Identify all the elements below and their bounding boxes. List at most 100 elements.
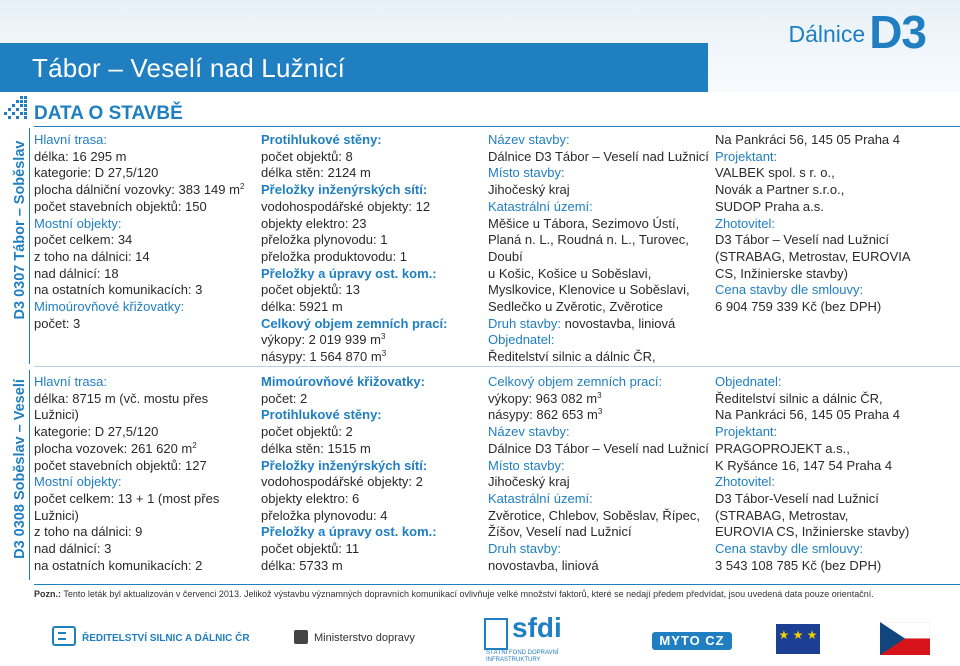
value-na-ostatnich: na ostatních komunikacích: 3 [34, 282, 203, 298]
heading-prelozky-is: Přeložky inženýrských sítí: [261, 182, 428, 198]
rsd-logo: ŘEDITELSTVÍ SILNIC A DÁLNIC ČR [52, 626, 250, 646]
heading-druh: Druh stavby: [488, 541, 561, 557]
heading-objednatel: Objednatel: [715, 374, 782, 389]
value-nazev: Dálnice D3 Tábor – Veselí nad Lužnicí [488, 440, 709, 456]
heading-projektant: Projektant: [715, 148, 778, 164]
page-title: Tábor – Veselí nad Lužnicí [32, 53, 346, 83]
value-katastr-2: Planá n. L., Roudná n. L., Turovec, [488, 232, 689, 248]
value-pocet-sto: počet stavebních objektů: 127 [34, 457, 207, 473]
value-katastr-6: Sedlečko u Zvěrotic, Zvěrotice [488, 299, 663, 315]
value-addr: Na Pankráci 56, 145 05 Praha 4 [715, 132, 901, 147]
value-misto: Jihočeský kraj [488, 474, 570, 490]
row1-col3: Název stavby: Dálnice D3 Tábor – Veselí … [488, 132, 709, 366]
value-druh: novostavba, liniová [488, 557, 599, 573]
heading-zhotovitel: Zhotovitel: [715, 474, 775, 490]
heading-hlavni-trasa: Hlavní trasa: [34, 132, 107, 147]
heading-mostni: Mostní objekty: [34, 215, 122, 231]
value-produktovodu: přeložka produktovodu: 1 [261, 248, 407, 264]
heading-mimo: Mimoúrovňové křižovatky: [34, 299, 185, 315]
value-vykopy: výkopy: 2 019 939 m3 [261, 332, 386, 348]
eu-flag-icon: ★ ★ ★ [776, 624, 820, 654]
sfdi-mark-icon [484, 618, 508, 650]
value-objednatel: Ředitelství silnic a dálnic ČR, [488, 349, 656, 365]
value-projektant-1: VALBEK spol. s r. o., [715, 165, 835, 181]
heading-cena: Cena stavby dle smlouvy: [715, 282, 864, 298]
logo-strip: ŘEDITELSTVÍ SILNIC A DÁLNIC ČR Ministers… [0, 612, 960, 666]
value-plynovodu: přeložka plynovodu: 1 [261, 232, 388, 248]
rsd-mark-icon [52, 626, 76, 646]
row1-col4: Na Pankráci 56, 145 05 Praha 4 Projektan… [715, 132, 911, 316]
row2-col1: Hlavní trasa: délka: 8715 m (vč. mostu p… [34, 374, 219, 574]
heading-objem: Celkový objem zemních prací: [261, 315, 448, 331]
value-katastr-5: Myslkovice, Klenovice u Soběslavi, [488, 282, 690, 298]
heading-misto: Místo stavby: [488, 457, 565, 473]
value-nad: nad dálnicí: 3 [34, 541, 112, 557]
value-nad: nad dálnicí: 18 [34, 265, 119, 281]
value-plynovodu: přeložka plynovodu: 4 [261, 507, 388, 523]
value-misto: Jihočeský kraj [488, 182, 570, 198]
brand-code: D3 [869, 6, 927, 58]
heading-mimo: Mimoúrovňové křižovatky: [261, 374, 425, 389]
value-cena: 6 904 759 339 Kč (bez DPH) [715, 299, 882, 315]
section-title: DATA O STAVBĚ [34, 103, 183, 124]
value-objednatel-2: Na Pankráci 56, 145 05 Praha 4 [715, 407, 901, 423]
brand-word: Dálnice [788, 21, 866, 47]
value-katastr-4: u Košic, Košice u Soběslavi, [488, 265, 652, 281]
value-pocet-sto: počet stavebních objektů: 150 [34, 198, 207, 214]
brand-mark: DálniceD3 [788, 5, 927, 59]
heading-katastr: Katastrální území: [488, 490, 593, 506]
value-pocet: počet: 3 [34, 315, 81, 331]
value-vykopy: výkopy: 963 082 m3 [488, 390, 602, 406]
row2-col3: Celkový objem zemních prací: výkopy: 963… [488, 374, 709, 574]
value-nasypy: násypy: 862 653 m3 [488, 407, 603, 423]
value-katastr-2: Žíšov, Veselí nad Lužnicí [488, 524, 632, 540]
value-pocet-obj: počet objektů: 2 [261, 424, 353, 440]
value-kategorie: kategorie: D 27,5/120 [34, 424, 159, 440]
heading-objednatel: Objednatel: [488, 332, 555, 348]
value-pocet-celkem: počet celkem: 13 + 1 (most přes [34, 490, 220, 506]
row-divider [34, 366, 960, 367]
heading-nazev: Název stavby: [488, 132, 570, 147]
value-zhotovitel-3: EUROVIA CS, Inžinierske stavby) [715, 524, 910, 540]
value-plocha: plocha dálniční vozovky: 383 149 m2 [34, 182, 245, 198]
value-pocet-celkem: počet celkem: 34 [34, 232, 133, 248]
value-pocet-obj2: počet objektů: 13 [261, 282, 361, 298]
value-pocet-celkem-2: Lužnici) [34, 507, 79, 523]
value-delka: délka: 5921 m [261, 299, 343, 315]
value-delka: délka: 16 295 m [34, 148, 127, 164]
heading-protihlukove: Protihlukové stěny: [261, 132, 382, 147]
title-banner: Tábor – Veselí nad Lužnicí [0, 43, 708, 92]
value-vodohosp: vodohospodářské objekty: 12 [261, 198, 431, 214]
value-z-toho: z toho na dálnici: 9 [34, 524, 143, 540]
value-pocet-obj2: počet objektů: 11 [261, 541, 360, 557]
value-z-toho: z toho na dálnici: 14 [34, 248, 150, 264]
value-zhotovitel-1: D3 Tábor-Veselí nad Lužnicí [715, 490, 879, 506]
czech-flag-icon [880, 622, 930, 655]
value-delka: délka: 5733 m [261, 557, 343, 573]
ministry-logo: Ministerstvo dopravy [294, 630, 415, 644]
value-pocet: počet: 2 [261, 390, 308, 406]
myto-logo: MYTO CZ [652, 632, 732, 650]
value-projektant-1: PRAGOPROJEKT a.s., [715, 440, 850, 456]
heading-cena: Cena stavby dle smlouvy: [715, 541, 864, 557]
value-zhotovitel-2: (STRABAG, Metrostav, [715, 507, 849, 523]
value-katastr-3: Doubí [488, 248, 523, 264]
value-kategorie: kategorie: D 27,5/120 [34, 165, 159, 181]
value-druh: Druh stavby: novostavba, liniová [488, 315, 676, 331]
heading-hlavni-trasa: Hlavní trasa: [34, 374, 107, 389]
value-objednatel-1: Ředitelství silnic a dálnic ČR, [715, 390, 883, 406]
value-elektro: objekty elektro: 23 [261, 215, 367, 231]
value-na-ostatnich: na ostatních komunikacích: 2 [34, 557, 203, 573]
value-plocha: plocha vozovek: 261 620 m2 [34, 440, 197, 456]
heading-zhotovitel: Zhotovitel: [715, 215, 775, 231]
footer-divider [34, 584, 960, 585]
value-katastr-1: Měšice u Tábora, Sezimovo Ústí, [488, 215, 680, 231]
value-zhotovitel-2: (STRABAG, Metrostav, EUROVIA [715, 248, 911, 264]
row1-vertical-rule [29, 128, 30, 364]
value-delka-2: Lužnici) [34, 407, 79, 423]
heading-prelozky-is: Přeložky inženýrských sítí: [261, 457, 428, 473]
heading-prelozky-ok: Přeložky a úpravy ost. kom.: [261, 265, 437, 281]
sfdi-logo: sfdi STÁTNÍ FOND DOPRAVNÍ INFRASTRUKTURY [484, 612, 562, 663]
value-vodohosp: vodohospodářské objekty: 2 [261, 474, 423, 490]
value-nasypy: násypy: 1 564 870 m3 [261, 349, 387, 365]
